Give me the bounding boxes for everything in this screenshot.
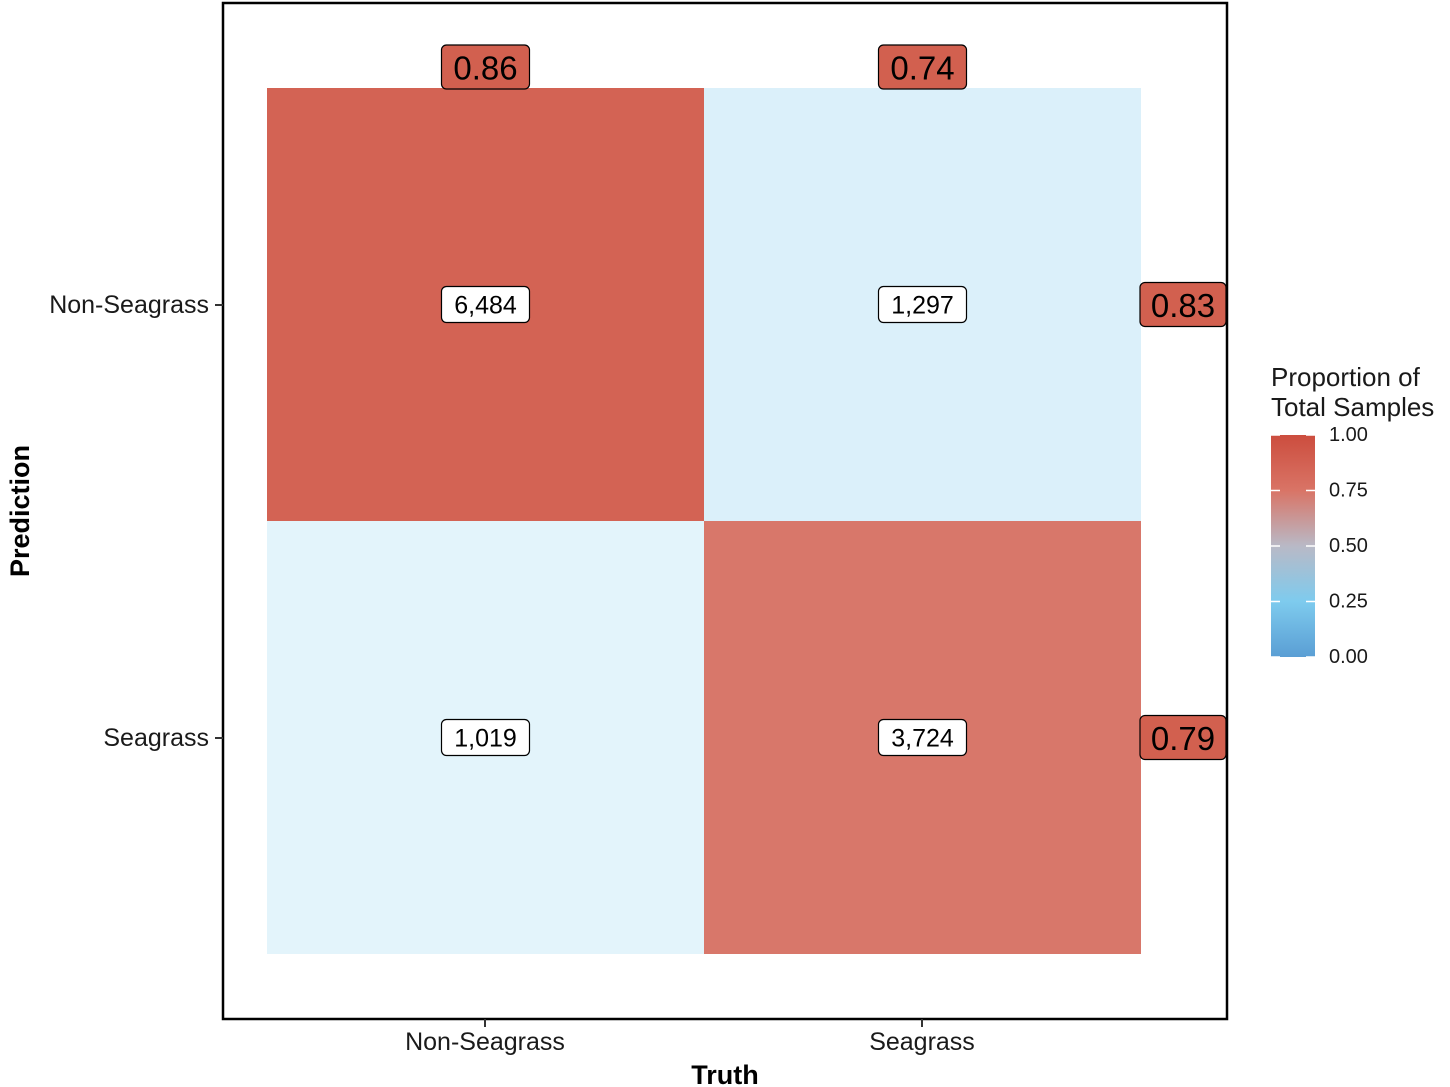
legend-tick-label: 0.75 bbox=[1329, 480, 1368, 502]
count-text: 6,484 bbox=[454, 292, 517, 320]
legend-tick-label: 0.25 bbox=[1329, 591, 1368, 613]
count-text: 1,019 bbox=[454, 725, 517, 753]
y-tick-label-seagrass: Seagrass bbox=[103, 724, 209, 752]
legend-title-line-2: Total Samples bbox=[1271, 392, 1434, 422]
x-axis-title: Truth bbox=[691, 1060, 759, 1087]
metric-text: 0.79 bbox=[1151, 720, 1215, 757]
count-label-nonseagrass-nonseagrass: 6,484 bbox=[440, 285, 531, 324]
legend-tick-label: 1.00 bbox=[1329, 424, 1368, 446]
x-tick-label-nonseagrass: Non-Seagrass bbox=[405, 1028, 565, 1056]
legend: Proportion of Total Samples 1.00 0.75 0.50… bbox=[1271, 362, 1434, 668]
count-label-nonseagrass-seagrass: 1,019 bbox=[440, 718, 531, 757]
metric-text: 0.74 bbox=[890, 50, 954, 87]
metric-text: 0.83 bbox=[1151, 287, 1215, 324]
count-text: 1,297 bbox=[891, 292, 954, 320]
count-label-seagrass-nonseagrass: 1,297 bbox=[877, 285, 968, 324]
y-axis: Non-Seagrass Seagrass Prediction bbox=[5, 291, 223, 752]
heatmap-cells bbox=[267, 88, 1141, 954]
x-tick-label-seagrass: Seagrass bbox=[869, 1028, 975, 1056]
y-tick-label-nonseagrass: Non-Seagrass bbox=[49, 291, 209, 319]
count-text: 3,724 bbox=[891, 725, 954, 753]
row-metric-labels: 0.83 0.79 bbox=[1139, 281, 1227, 761]
column-metric-seagrass: 0.74 bbox=[877, 44, 968, 90]
panel-border bbox=[221, 1, 1229, 1021]
legend-tick-label: 0.00 bbox=[1329, 646, 1368, 668]
metric-text: 0.86 bbox=[453, 50, 517, 87]
row-metric-seagrass: 0.79 bbox=[1139, 714, 1227, 761]
column-metric-nonseagrass: 0.86 bbox=[440, 44, 531, 90]
row-metric-nonseagrass: 0.83 bbox=[1139, 281, 1227, 328]
x-axis: Non-Seagrass Seagrass Truth bbox=[405, 1019, 975, 1087]
column-metric-labels: 0.86 0.74 bbox=[440, 44, 968, 90]
legend-title-line-1: Proportion of bbox=[1271, 362, 1421, 392]
y-axis-title: Prediction bbox=[5, 445, 35, 577]
count-label-seagrass-seagrass: 3,724 bbox=[877, 718, 968, 757]
cell-count-labels: 6,484 1,297 1,019 3,724 bbox=[440, 285, 968, 757]
legend-ticks: 1.00 0.75 0.50 0.25 0.00 bbox=[1271, 424, 1368, 668]
legend-tick-label: 0.50 bbox=[1329, 535, 1368, 557]
